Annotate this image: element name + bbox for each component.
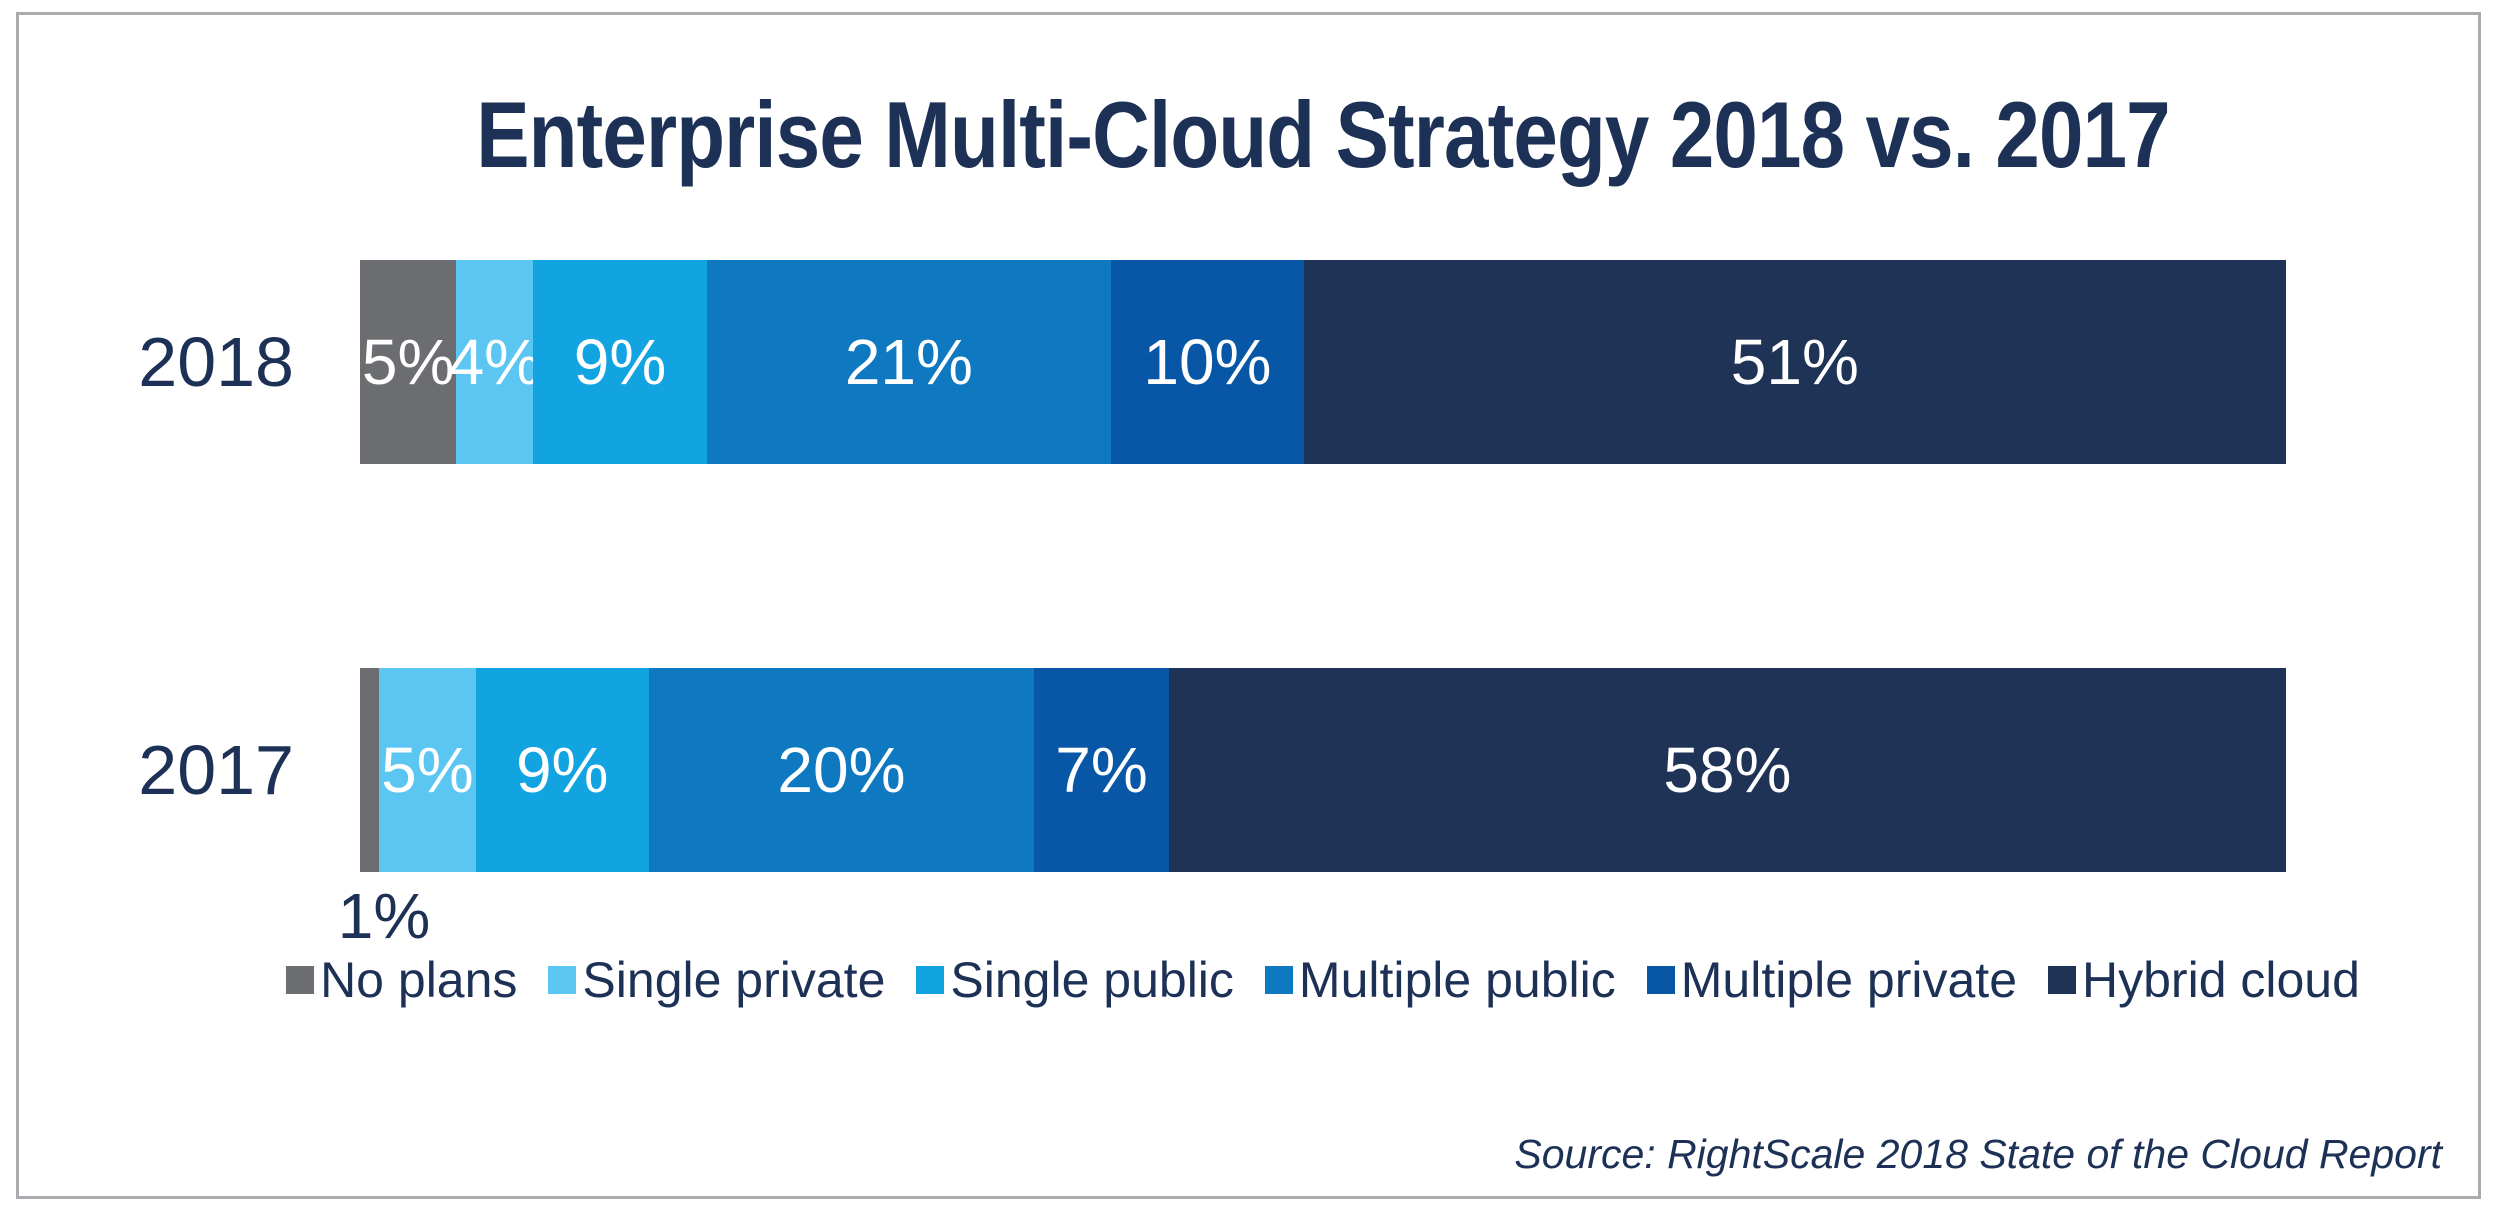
bar-segment-multiple-public: 21% [706, 260, 1112, 464]
stacked-bar-2018: 5% 4% 9% 21% 10% 51% [360, 260, 2286, 464]
legend-label: Single private [582, 952, 886, 1008]
legend-swatch-icon [548, 966, 577, 994]
legend-swatch-icon [2048, 966, 2077, 994]
bar-segment-no-plans [360, 668, 380, 872]
source-note: Source: RightScale 2018 State of the Clo… [1514, 1131, 2442, 1177]
chart-border-frame [16, 12, 2481, 1199]
bar-segment-single-private: 4% [449, 260, 541, 464]
segment-value-label: 21% [844, 326, 973, 398]
bar-segment-single-public: 9% [533, 260, 707, 464]
bar-segment-multiple-public: 20% [648, 668, 1035, 872]
segment-value-label: 20% [777, 734, 906, 806]
bar-segment-no-plans: 5% [360, 260, 457, 464]
legend-label: Multiple private [1680, 952, 2018, 1008]
segment-value-label: 9% [573, 326, 667, 398]
legend-item-single-public: Single public [916, 955, 1234, 1005]
bar-segment-multiple-private: 7% [1034, 668, 1169, 872]
segment-value-label: 7% [1055, 734, 1148, 806]
stacked-bar-2017: 5% 9% 20% 7% 58% [360, 668, 2286, 872]
bar-segment-hybrid-cloud: 51% [1303, 260, 2286, 464]
chart-title: Enterprise Multi-Cloud Strategy 2018 vs.… [476, 82, 2170, 187]
legend-swatch-icon [916, 966, 945, 994]
legend-item-hybrid-cloud: Hybrid cloud [2048, 955, 2360, 1005]
segment-value-label: 51% [1730, 326, 1859, 398]
outside-value-label-2017: 1% [337, 880, 431, 952]
legend-item-single-private: Single private [548, 955, 885, 1005]
legend-item-no-plans: No plans [286, 955, 517, 1005]
legend-item-multiple-private: Multiple private [1646, 952, 2018, 1008]
bar-segment-multiple-private: 10% [1111, 260, 1304, 464]
segment-value-label: 10% [1143, 326, 1272, 398]
segment-value-label: 5% [381, 734, 474, 806]
year-label-2017: 2017 [138, 731, 294, 809]
segment-value-label: 5% [361, 326, 455, 398]
segment-value-label: 4% [448, 326, 542, 398]
bar-segment-single-public: 9% [475, 668, 649, 872]
bar-segment-hybrid-cloud: 58% [1168, 668, 2286, 872]
legend: No plans Single private Single public Multi… [160, 950, 2486, 1010]
legend-swatch-icon [1264, 966, 1293, 994]
legend-label: Single public [950, 952, 1234, 1008]
legend-item-multiple-public: Multiple public [1264, 952, 1616, 1008]
bar-row-2018: 2018 5% 4% 9% 21% 10% 51% [0, 260, 2494, 464]
legend-label: No plans [320, 952, 518, 1008]
bar-segment-single-private: 5% [379, 668, 476, 872]
year-label-2018: 2018 [138, 323, 294, 401]
legend-label: Multiple public [1298, 952, 1616, 1008]
legend-swatch-icon [286, 966, 315, 994]
segment-value-label: 9% [515, 734, 609, 806]
legend-label: Hybrid cloud [2082, 952, 2360, 1008]
legend-swatch-icon [1646, 966, 1675, 994]
bar-row-2017: 2017 5% 9% 20% 7% 58% [0, 668, 2494, 872]
segment-value-label: 58% [1663, 734, 1792, 806]
